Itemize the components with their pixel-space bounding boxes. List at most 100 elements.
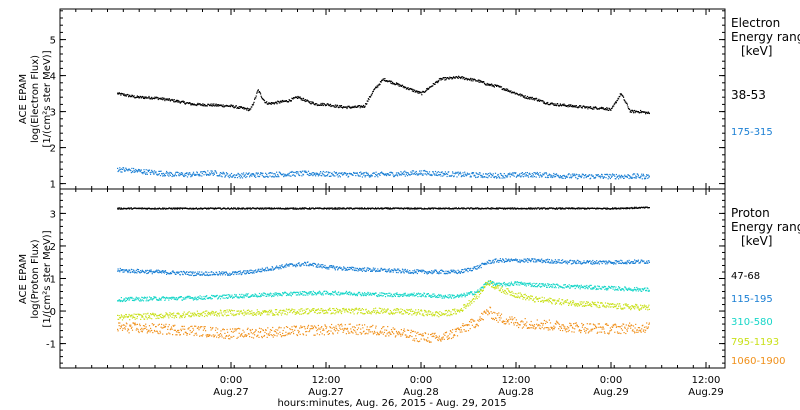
data-point <box>311 102 313 104</box>
data-point <box>162 271 164 273</box>
data-point <box>488 83 490 85</box>
data-point <box>504 283 506 285</box>
data-point <box>415 207 417 209</box>
data-point <box>434 174 436 176</box>
series-310-580 <box>117 280 650 303</box>
data-point <box>213 208 215 210</box>
data-point <box>175 273 177 275</box>
data-point <box>388 174 390 176</box>
data-point <box>497 174 499 176</box>
data-point <box>477 80 479 82</box>
data-point <box>300 97 302 100</box>
data-point <box>383 174 385 176</box>
data-point <box>395 172 398 174</box>
data-point <box>606 208 608 210</box>
data-point <box>310 291 312 293</box>
data-point <box>196 296 198 298</box>
data-point <box>353 106 355 109</box>
data-point <box>532 176 534 178</box>
data-point <box>221 104 223 106</box>
data-point <box>513 259 515 261</box>
data-point <box>632 174 634 176</box>
data-point <box>205 271 207 273</box>
data-point <box>309 293 311 295</box>
data-point <box>173 99 175 101</box>
data-point <box>247 272 250 274</box>
data-point <box>226 273 228 275</box>
data-point <box>405 173 407 175</box>
data-point <box>290 171 292 173</box>
data-point <box>409 174 411 176</box>
data-point <box>251 208 253 210</box>
data-point <box>126 270 129 272</box>
data-point <box>177 99 179 101</box>
data-point <box>372 267 374 269</box>
data-point <box>289 175 291 177</box>
data-point <box>499 260 501 262</box>
data-point <box>318 173 320 175</box>
data-point <box>389 174 391 176</box>
data-point <box>460 173 462 175</box>
data-point <box>538 176 541 178</box>
data-point <box>646 174 648 176</box>
data-point <box>194 274 196 277</box>
data-point <box>164 298 167 300</box>
data-point <box>541 208 543 210</box>
data-point <box>614 103 616 105</box>
data-point <box>155 297 157 299</box>
data-point <box>267 268 269 270</box>
data-point <box>455 207 457 209</box>
data-point <box>230 207 233 209</box>
data-point <box>497 282 499 284</box>
data-point <box>522 176 525 178</box>
data-point <box>312 290 314 292</box>
data-point <box>598 263 600 265</box>
data-point <box>136 272 138 274</box>
data-point <box>218 175 220 177</box>
data-point <box>250 269 252 271</box>
data-point <box>117 207 119 209</box>
data-point <box>120 168 122 170</box>
data-point <box>167 174 169 176</box>
data-point <box>288 173 290 175</box>
data-point <box>268 172 270 174</box>
data-point <box>551 259 553 261</box>
data-point <box>581 107 583 109</box>
data-point <box>125 297 127 299</box>
data-point <box>146 296 148 298</box>
data-point <box>170 298 173 300</box>
data-point <box>170 297 172 299</box>
data-point <box>429 295 431 297</box>
data-point <box>269 208 272 210</box>
data-point <box>630 111 632 113</box>
data-point <box>481 175 483 177</box>
data-point <box>326 268 328 270</box>
data-point <box>461 296 463 298</box>
data-point <box>472 268 475 270</box>
data-point <box>277 173 279 176</box>
data-point <box>232 176 234 178</box>
data-point <box>162 296 164 298</box>
data-point <box>510 281 512 283</box>
data-point <box>450 296 452 298</box>
data-point <box>547 207 549 209</box>
data-point <box>542 260 544 262</box>
data-point <box>130 297 132 299</box>
data-point <box>310 173 312 175</box>
data-point <box>503 208 505 210</box>
data-point <box>266 266 268 268</box>
data-point <box>235 294 237 296</box>
data-point <box>125 270 127 272</box>
data-point <box>614 260 616 262</box>
data-point <box>331 265 333 267</box>
data-point <box>477 289 479 291</box>
data-point <box>326 290 328 292</box>
data-point <box>249 176 251 178</box>
data-point <box>518 175 520 177</box>
data-point <box>207 274 209 276</box>
data-point <box>230 104 233 106</box>
data-point <box>284 173 286 175</box>
data-point <box>352 174 354 176</box>
data-point <box>279 101 281 103</box>
data-point <box>417 270 420 273</box>
